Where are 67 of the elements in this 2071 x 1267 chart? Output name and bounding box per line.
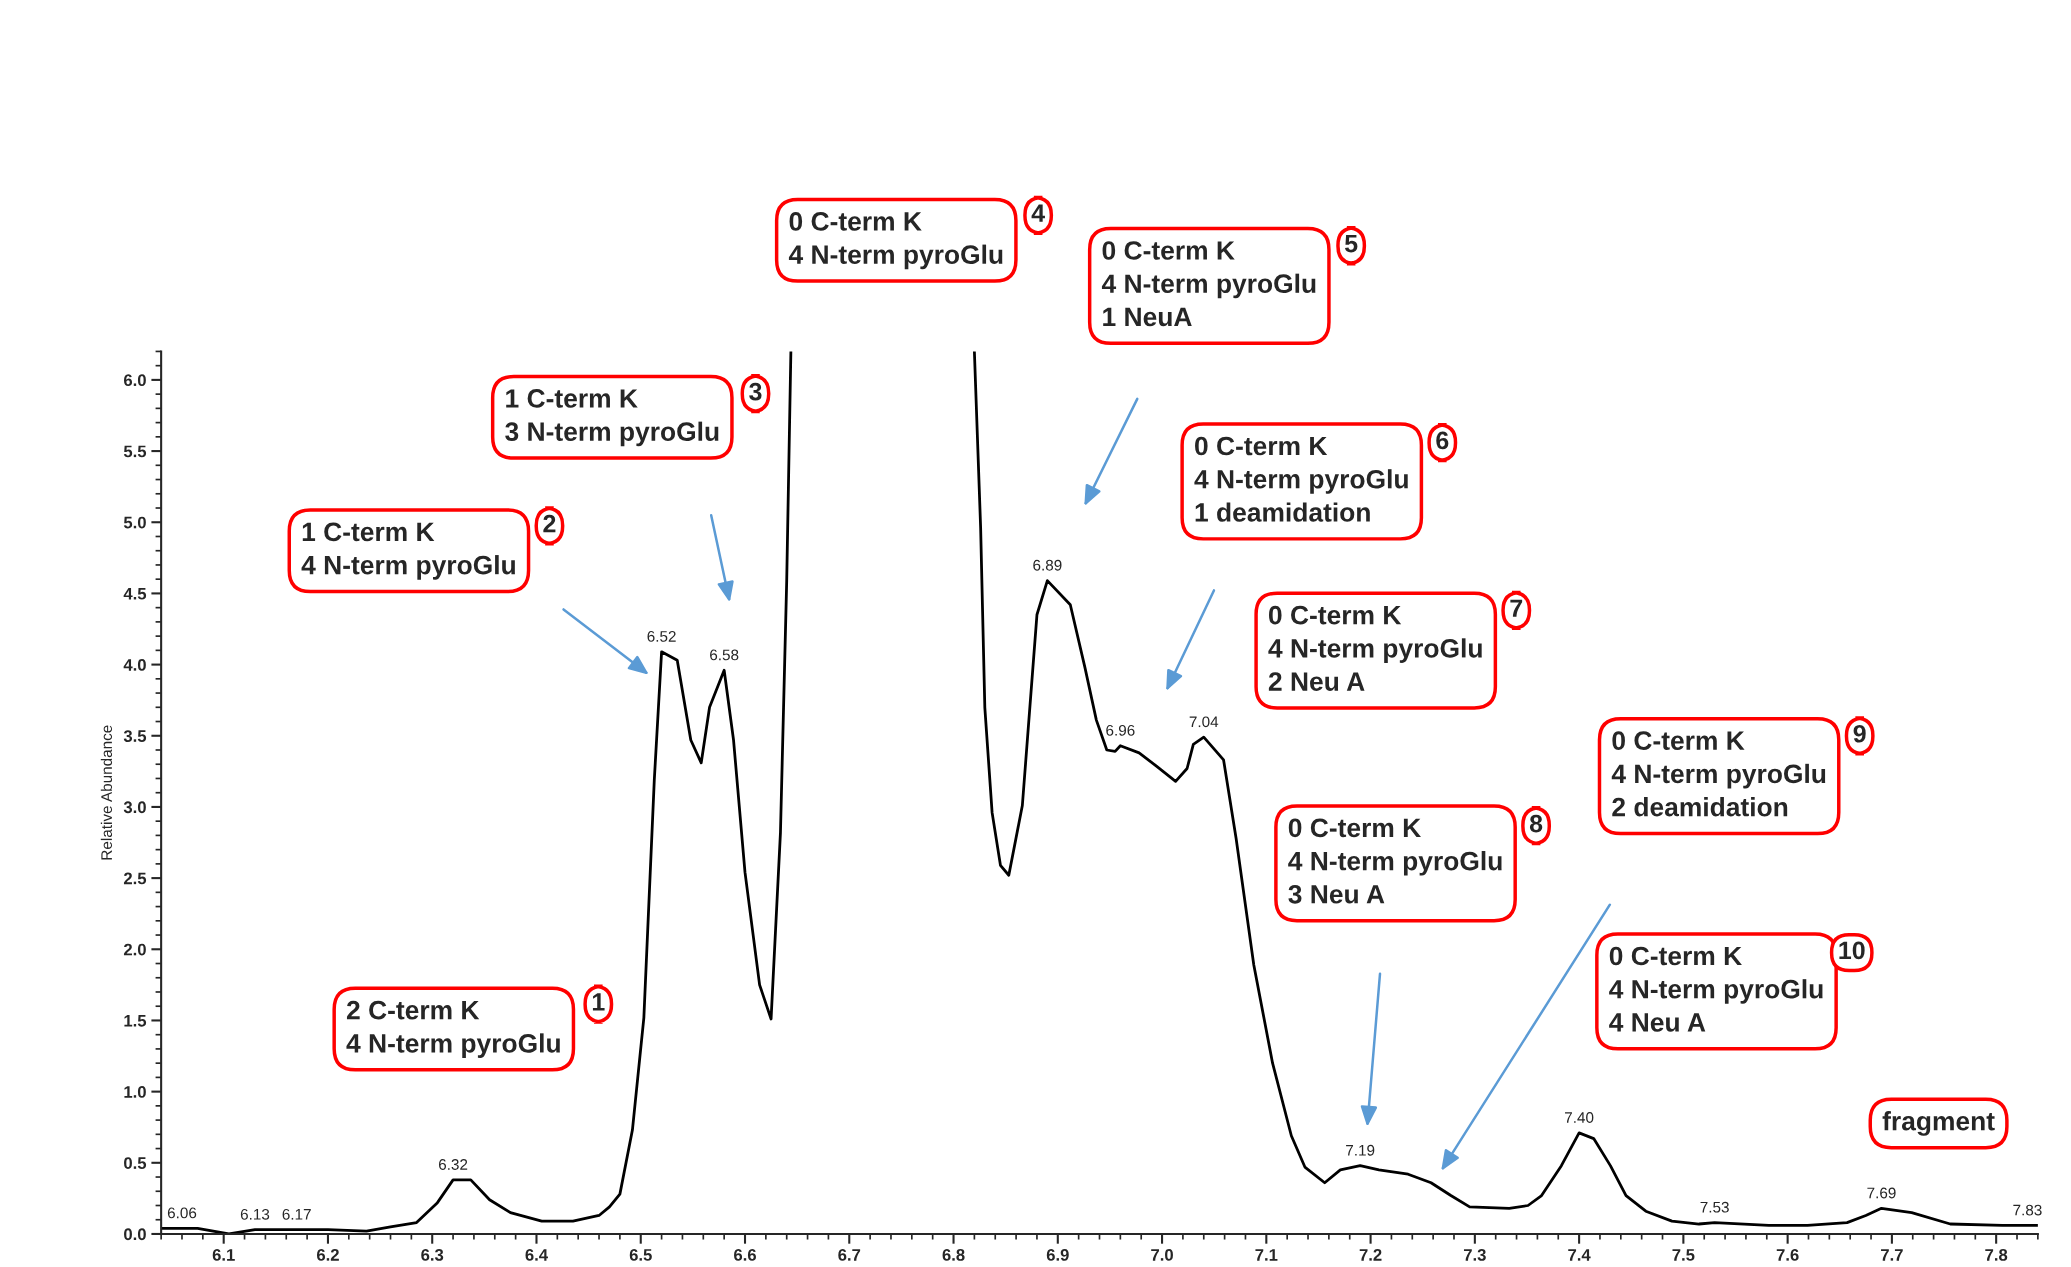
- x-tick-label: 7.4: [1568, 1249, 1591, 1261]
- annotation: 3: [749, 382, 762, 401]
- x-tick-label: 7.5: [1672, 1249, 1695, 1261]
- text: 0 C-term K 4 N-term pyroGlu 1 NeuA: [1101, 241, 1316, 327]
- annotation: 6.52: [647, 631, 676, 642]
- text: 5: [1344, 235, 1358, 253]
- annotation: 0 C-term K 4 N-term pyroGlu 2 Neu A: [1268, 605, 1482, 691]
- annotation: 7.53: [1700, 1201, 1729, 1213]
- x-tick-label: 6.1: [212, 1248, 235, 1261]
- annotation: 8: [1529, 814, 1543, 833]
- annotation: 1 C-term K 4 N-term pyroGlu: [301, 522, 515, 580]
- text: 4: [1031, 204, 1045, 222]
- x-tick-label: 6.9: [1046, 1248, 1069, 1261]
- y-tick-label: 2.0: [123, 943, 146, 956]
- annotation: 6.32: [438, 1159, 468, 1170]
- annotation: 9: [1853, 724, 1866, 743]
- annotation: 7.40: [1565, 1112, 1594, 1123]
- annotation: 2 C-term K 4 N-term pyroGlu: [346, 1000, 560, 1058]
- y-axis-title: Relative Abundance: [100, 725, 113, 860]
- x-tick-label: 7.2: [1359, 1248, 1382, 1261]
- y-tick-label: 0.5: [124, 1157, 147, 1169]
- annotation: 2: [543, 514, 556, 533]
- x-tick-label: 6.5: [629, 1248, 652, 1261]
- annotation: 0 C-term K 4 N-term pyroGlu 4 Neu A: [1609, 946, 1823, 1032]
- x-tick-label: 7.7: [1881, 1249, 1903, 1261]
- x-tick-label: 6.4: [525, 1248, 548, 1261]
- annotation: 6.96: [1106, 724, 1135, 736]
- x-tick-label: 6.8: [942, 1248, 965, 1261]
- y-tick-label: 2.5: [123, 872, 147, 885]
- y-tick-label: 3.5: [123, 730, 147, 742]
- y-tick-label: 3.0: [123, 801, 146, 814]
- x-tick-label: 6.7: [838, 1248, 861, 1261]
- annotation: 1: [592, 993, 605, 1011]
- annotation: 7.69: [1867, 1187, 1896, 1199]
- x-tick-label: 7.6: [1776, 1248, 1799, 1261]
- x-tick-label: 6.2: [316, 1248, 339, 1261]
- annotation: 0 C-term K 4 N-term pyroGlu 3 Neu A: [1288, 818, 1502, 904]
- x-tick-label: 6.3: [421, 1248, 444, 1261]
- y-tick-label: 1.0: [124, 1086, 146, 1098]
- y-tick-label: 5.0: [123, 516, 146, 529]
- y-tick-label: 1.5: [124, 1015, 147, 1027]
- annotation: 7: [1510, 599, 1523, 617]
- annotation: 6.06: [167, 1207, 197, 1219]
- annotation: 6.58: [710, 649, 739, 661]
- y-tick-label: 4.0: [123, 658, 146, 671]
- y-tick-label: 6.0: [124, 374, 146, 387]
- annotation: fragment: [1882, 1111, 1995, 1136]
- annotation: 0 C-term K 4 N-term pyroGlu 1 deamidation: [1194, 436, 1408, 522]
- y-tick-label: 5.5: [123, 445, 147, 458]
- annotation: 6: [1436, 431, 1449, 450]
- y-tick-label: 4.5: [123, 587, 147, 600]
- x-tick-label: 7.1: [1255, 1249, 1278, 1261]
- annotation: 7.19: [1346, 1144, 1375, 1156]
- annotation: 1 C-term K 3 N-term pyroGlu: [505, 389, 719, 447]
- annotation: 6.89: [1033, 559, 1062, 571]
- annotation: 10: [1839, 941, 1865, 960]
- x-tick-label: 7.8: [1985, 1248, 2008, 1261]
- annotation: 6.17: [282, 1208, 311, 1220]
- text: 0 C-term K 4 N-term pyroGlu: [788, 212, 1003, 270]
- annotation: 6.13: [240, 1208, 270, 1220]
- x-tick-label: 7.3: [1463, 1248, 1486, 1261]
- annotation: 7.04: [1189, 716, 1219, 728]
- annotation: 0 C-term K 4 N-term pyroGlu 2 deamidation: [1611, 731, 1826, 817]
- x-tick-label: 6.6: [734, 1248, 756, 1261]
- y-tick-label: 0.0: [124, 1228, 146, 1241]
- x-tick-label: 7.0: [1151, 1248, 1173, 1261]
- annotation: 7.83: [2013, 1204, 2042, 1216]
